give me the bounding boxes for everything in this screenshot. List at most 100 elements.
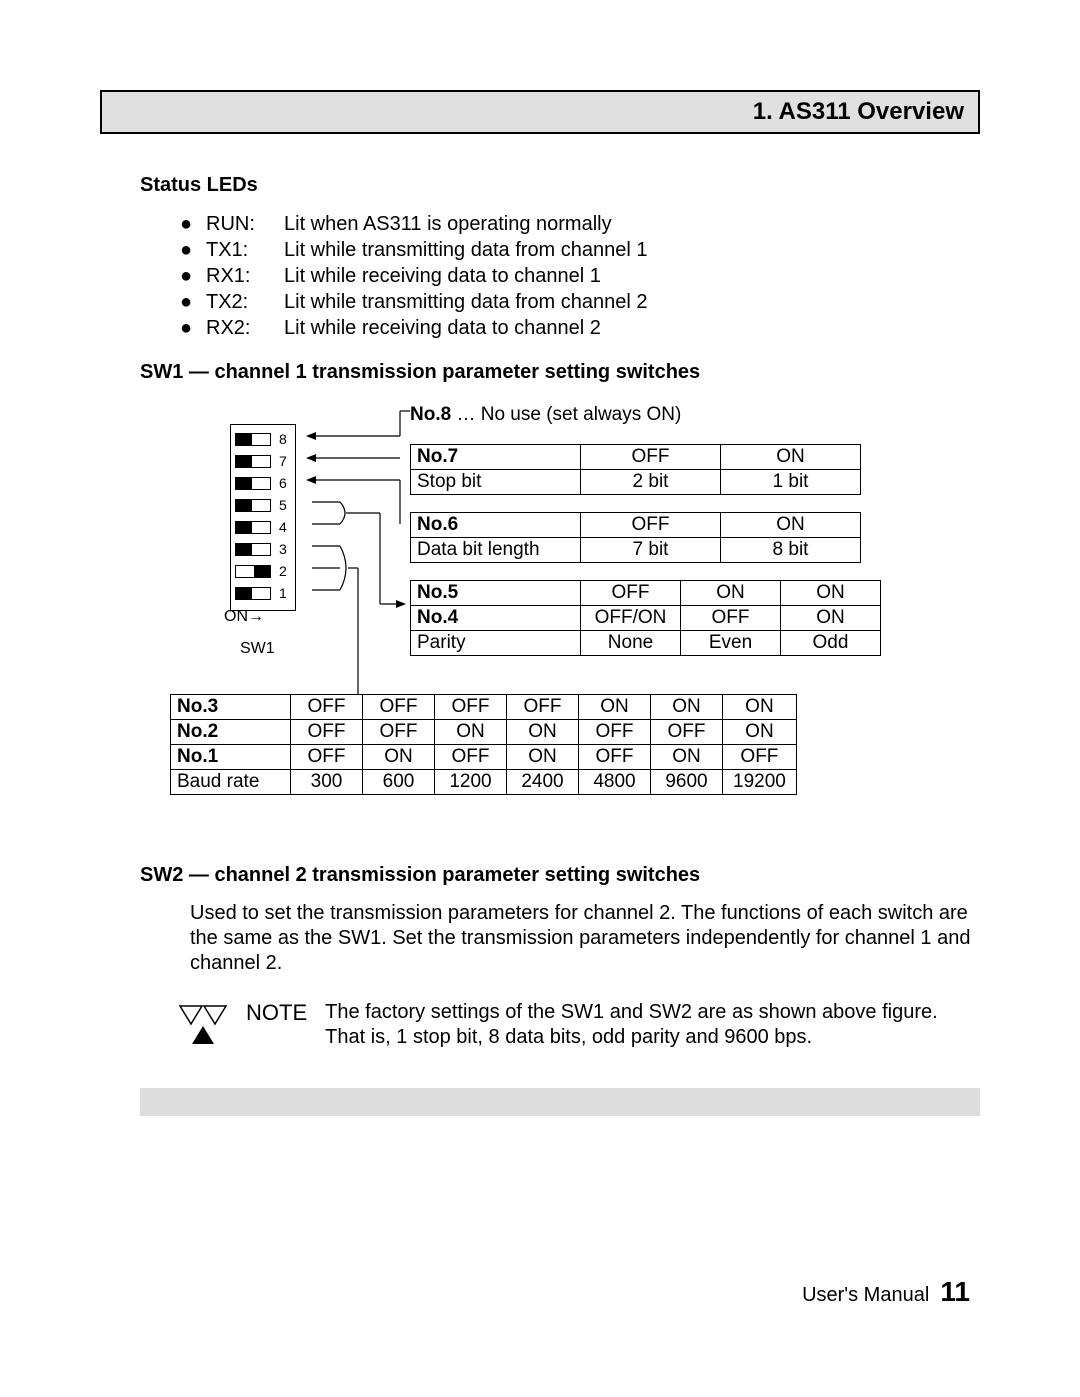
cell: OFF xyxy=(363,720,435,745)
dip-num: 5 xyxy=(279,497,287,513)
cell: Baud rate xyxy=(171,770,291,795)
cell: No.4 xyxy=(411,606,581,631)
dip-num: 2 xyxy=(279,563,287,579)
dip-slot xyxy=(235,587,271,600)
cell: ON xyxy=(781,581,881,606)
cell: 2 bit xyxy=(581,470,721,495)
cell: 1200 xyxy=(435,770,507,795)
page-header: 1. AS311 Overview xyxy=(100,90,980,134)
cell: 2400 xyxy=(507,770,579,795)
bullet-icon: ● xyxy=(180,289,198,315)
note-icon xyxy=(178,1000,228,1050)
cell: Stop bit xyxy=(411,470,581,495)
cell: Even xyxy=(681,631,781,656)
bullet-icon: ● xyxy=(180,237,198,263)
dip-on-label: ON→ xyxy=(224,608,264,626)
header-title: 1. AS311 Overview xyxy=(753,98,964,125)
cell: ON xyxy=(363,745,435,770)
dip-row: 3 xyxy=(235,538,291,560)
cell: ON xyxy=(507,720,579,745)
cell: OFF xyxy=(581,513,721,538)
cell: ON xyxy=(723,695,797,720)
note-label: NOTE xyxy=(246,1000,307,1026)
dip-row: 4 xyxy=(235,516,291,538)
cell: No.2 xyxy=(171,720,291,745)
cell: OFF xyxy=(435,745,507,770)
dip-slot xyxy=(235,477,271,490)
cell: None xyxy=(581,631,681,656)
dip-name: SW1 xyxy=(240,640,275,658)
dip-row: 8 xyxy=(235,428,291,450)
dip-row: 7 xyxy=(235,450,291,472)
cell: ON xyxy=(435,720,507,745)
cell: ON xyxy=(721,513,861,538)
led-desc: Lit when AS311 is operating normally xyxy=(284,211,980,237)
cell: 600 xyxy=(363,770,435,795)
no8-rest: … No use (set always ON) xyxy=(451,404,681,425)
led-desc: Lit while transmitting data from channel… xyxy=(284,289,980,315)
cell: No.6 xyxy=(411,513,581,538)
cell: ON xyxy=(579,695,651,720)
cell: 9600 xyxy=(651,770,723,795)
cell: OFF xyxy=(363,695,435,720)
note-text: The factory settings of the SW1 and SW2 … xyxy=(325,1000,980,1050)
dip-slot xyxy=(235,521,271,534)
cell: OFF xyxy=(435,695,507,720)
dip-switch-block: 8 7 6 5 4 3 2 1 xyxy=(230,424,296,611)
table-no6: No.6OFFON Data bit length7 bit8 bit xyxy=(410,512,861,563)
dip-num: 6 xyxy=(279,475,287,491)
led-item: ●RX1:Lit while receiving data to channel… xyxy=(180,263,980,289)
led-label: RX2: xyxy=(206,315,276,341)
status-leds-list: ● RUN: Lit when AS311 is operating normall… xyxy=(180,211,980,341)
cell: ON xyxy=(681,581,781,606)
cell: Odd xyxy=(781,631,881,656)
dip-num: 8 xyxy=(279,431,287,447)
cell: ON xyxy=(651,695,723,720)
cell: 7 bit xyxy=(581,538,721,563)
cell: OFF xyxy=(581,445,721,470)
cell: OFF xyxy=(651,720,723,745)
dip-slot xyxy=(235,543,271,556)
led-item: ●TX1:Lit while transmitting data from ch… xyxy=(180,237,980,263)
cell: No.5 xyxy=(411,581,581,606)
table-no45: No.5OFFONON No.4OFF/ONOFFON ParityNoneEv… xyxy=(410,580,881,656)
cell: 4800 xyxy=(579,770,651,795)
footer-manual: User's Manual xyxy=(802,1284,929,1306)
table-no7: No.7OFFON Stop bit2 bit1 bit xyxy=(410,444,861,495)
dip-num: 4 xyxy=(279,519,287,535)
dip-row: 2 xyxy=(235,560,291,582)
cell: OFF xyxy=(291,745,363,770)
dip-num: 3 xyxy=(279,541,287,557)
footer-page: 11 xyxy=(940,1276,970,1307)
cell: OFF xyxy=(723,745,797,770)
cell: ON xyxy=(651,745,723,770)
status-leds-heading: Status LEDs xyxy=(140,174,980,197)
cell: No.7 xyxy=(411,445,581,470)
dip-slot xyxy=(235,565,271,578)
cell: No.3 xyxy=(171,695,291,720)
led-desc: Lit while receiving data to channel 2 xyxy=(284,315,980,341)
dip-slot xyxy=(235,455,271,468)
dip-num: 7 xyxy=(279,453,287,469)
sw2-paragraph: Used to set the transmission parameters … xyxy=(190,901,980,976)
cell: 300 xyxy=(291,770,363,795)
led-label: TX1: xyxy=(206,237,276,263)
cell: OFF xyxy=(579,720,651,745)
sw1-heading: SW1 — channel 1 transmission parameter s… xyxy=(140,361,980,384)
cell: OFF/ON xyxy=(581,606,681,631)
dip-row: 5 xyxy=(235,494,291,516)
bullet-icon: ● xyxy=(180,315,198,341)
led-label: RUN: xyxy=(206,211,276,237)
cell: ON xyxy=(723,720,797,745)
bullet-icon: ● xyxy=(180,211,198,237)
led-item: ● TX2: Lit while transmitting data from ch… xyxy=(180,289,980,315)
cell: Data bit length xyxy=(411,538,581,563)
cell: ON xyxy=(507,745,579,770)
sw1-diagram: 8 7 6 5 4 3 2 1 ON→ SW1 No.8 … No use (s… xyxy=(100,404,980,834)
note-block: NOTE The factory settings of the SW1 and… xyxy=(178,1000,980,1050)
led-label: TX2: xyxy=(206,289,276,315)
footer-gray-bar xyxy=(140,1088,980,1116)
page-footer: User's Manual 11 xyxy=(100,1276,980,1308)
dip-num: 1 xyxy=(279,585,287,601)
cell: ON xyxy=(721,445,861,470)
